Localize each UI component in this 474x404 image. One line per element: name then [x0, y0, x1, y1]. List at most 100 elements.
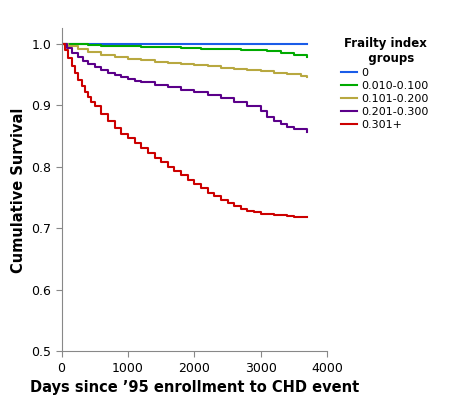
0.301+: [75, 78, 81, 82]
0.301+: [225, 201, 230, 206]
0.101-0.200: [85, 49, 91, 54]
0.301+: [165, 164, 171, 169]
0.301+: [118, 131, 124, 136]
0.101-0.200: [191, 63, 197, 67]
Legend: 0, 0.010-0.100, 0.101-0.200, 0.201-0.300, 0.301+: 0, 0.010-0.100, 0.101-0.200, 0.201-0.300…: [338, 34, 432, 133]
0.301+: [185, 177, 191, 182]
Line: 0.301+: 0.301+: [62, 44, 307, 217]
0.201-0.300: [99, 68, 104, 73]
0.301+: [138, 146, 144, 151]
0.301+: [264, 212, 270, 217]
0.301+: [92, 104, 98, 109]
0.301+: [72, 71, 78, 76]
0.301+: [178, 173, 184, 178]
0.101-0.200: [125, 57, 131, 61]
0.201-0.300: [205, 93, 210, 97]
0.101-0.200: [178, 61, 184, 66]
0.301+: [82, 89, 88, 94]
0.301+: [145, 151, 151, 156]
0.201-0.300: [231, 99, 237, 104]
0.101-0.200: [245, 68, 250, 73]
0.201-0.300: [284, 124, 290, 129]
0.101-0.200: [65, 43, 71, 48]
0.101-0.200: [298, 74, 303, 79]
0.301+: [132, 141, 137, 146]
0.301+: [278, 213, 283, 218]
0.201-0.300: [80, 59, 86, 63]
0.010-0.100: [291, 53, 297, 57]
0.101-0.200: [271, 70, 277, 75]
0.301+: [65, 55, 71, 60]
0.301+: [251, 210, 257, 215]
0.201-0.300: [152, 82, 157, 87]
0.301+: [258, 211, 264, 216]
0.101-0.200: [59, 41, 64, 46]
0.301+: [291, 214, 297, 219]
0.301+: [198, 186, 204, 191]
0.201-0.300: [258, 109, 264, 114]
0.301+: [245, 209, 250, 214]
0.201-0.300: [112, 73, 118, 78]
0.010-0.100: [304, 54, 310, 59]
0.101-0.200: [138, 58, 144, 63]
0.301+: [158, 160, 164, 164]
0.010-0.100: [238, 47, 244, 52]
0.201-0.300: [75, 55, 81, 60]
X-axis label: Days since ’95 enrollment to CHD event: Days since ’95 enrollment to CHD event: [30, 381, 359, 396]
0.301+: [231, 204, 237, 208]
0.010-0.100: [264, 48, 270, 53]
0.101-0.200: [304, 74, 310, 79]
0.301+: [172, 169, 177, 174]
0.010-0.100: [198, 46, 204, 51]
0.201-0.300: [69, 50, 75, 55]
0.301+: [99, 112, 104, 117]
0.301+: [191, 182, 197, 187]
0.301+: [125, 136, 131, 141]
0.301+: [69, 63, 74, 68]
0.101-0.200: [218, 65, 224, 70]
0.201-0.300: [92, 65, 98, 69]
0.201-0.300: [271, 119, 277, 124]
0.301+: [304, 215, 310, 220]
0.101-0.200: [99, 53, 104, 57]
Line: 0.201-0.300: 0.201-0.300: [62, 44, 307, 133]
0.201-0.300: [218, 95, 224, 100]
0.201-0.300: [291, 127, 297, 132]
0.301+: [85, 95, 91, 100]
0.010-0.100: [158, 45, 164, 50]
0.101-0.200: [284, 72, 290, 77]
0.010-0.100: [118, 44, 124, 48]
0.201-0.300: [138, 80, 144, 85]
0.010-0.100: [178, 46, 184, 50]
0.201-0.300: [178, 87, 184, 92]
0.301+: [79, 84, 84, 88]
Line: 0.010-0.100: 0.010-0.100: [62, 44, 307, 57]
0.301+: [284, 214, 290, 219]
0.201-0.300: [64, 46, 70, 50]
0.101-0.200: [231, 67, 237, 72]
0.010-0.100: [218, 47, 224, 52]
0.101-0.200: [258, 68, 264, 73]
0.201-0.300: [132, 78, 137, 83]
0.101-0.200: [152, 59, 157, 64]
Line: 0.101-0.200: 0.101-0.200: [62, 44, 307, 77]
0.010-0.100: [85, 42, 91, 47]
0.301+: [211, 194, 217, 199]
0.301+: [105, 119, 111, 124]
0.301+: [218, 198, 224, 202]
0.010-0.100: [251, 48, 257, 53]
0.101-0.200: [112, 55, 118, 60]
0.301+: [59, 41, 64, 46]
0.301+: [112, 126, 118, 130]
0.201-0.300: [191, 90, 197, 95]
0.101-0.200: [75, 46, 81, 51]
0.201-0.300: [59, 41, 64, 46]
0.201-0.300: [118, 74, 124, 79]
0.201-0.300: [105, 70, 111, 75]
0.010-0.100: [278, 50, 283, 55]
0.301+: [152, 155, 157, 160]
0.101-0.200: [205, 64, 210, 69]
0.301+: [62, 48, 68, 53]
0.301+: [205, 190, 210, 195]
0.201-0.300: [245, 103, 250, 108]
